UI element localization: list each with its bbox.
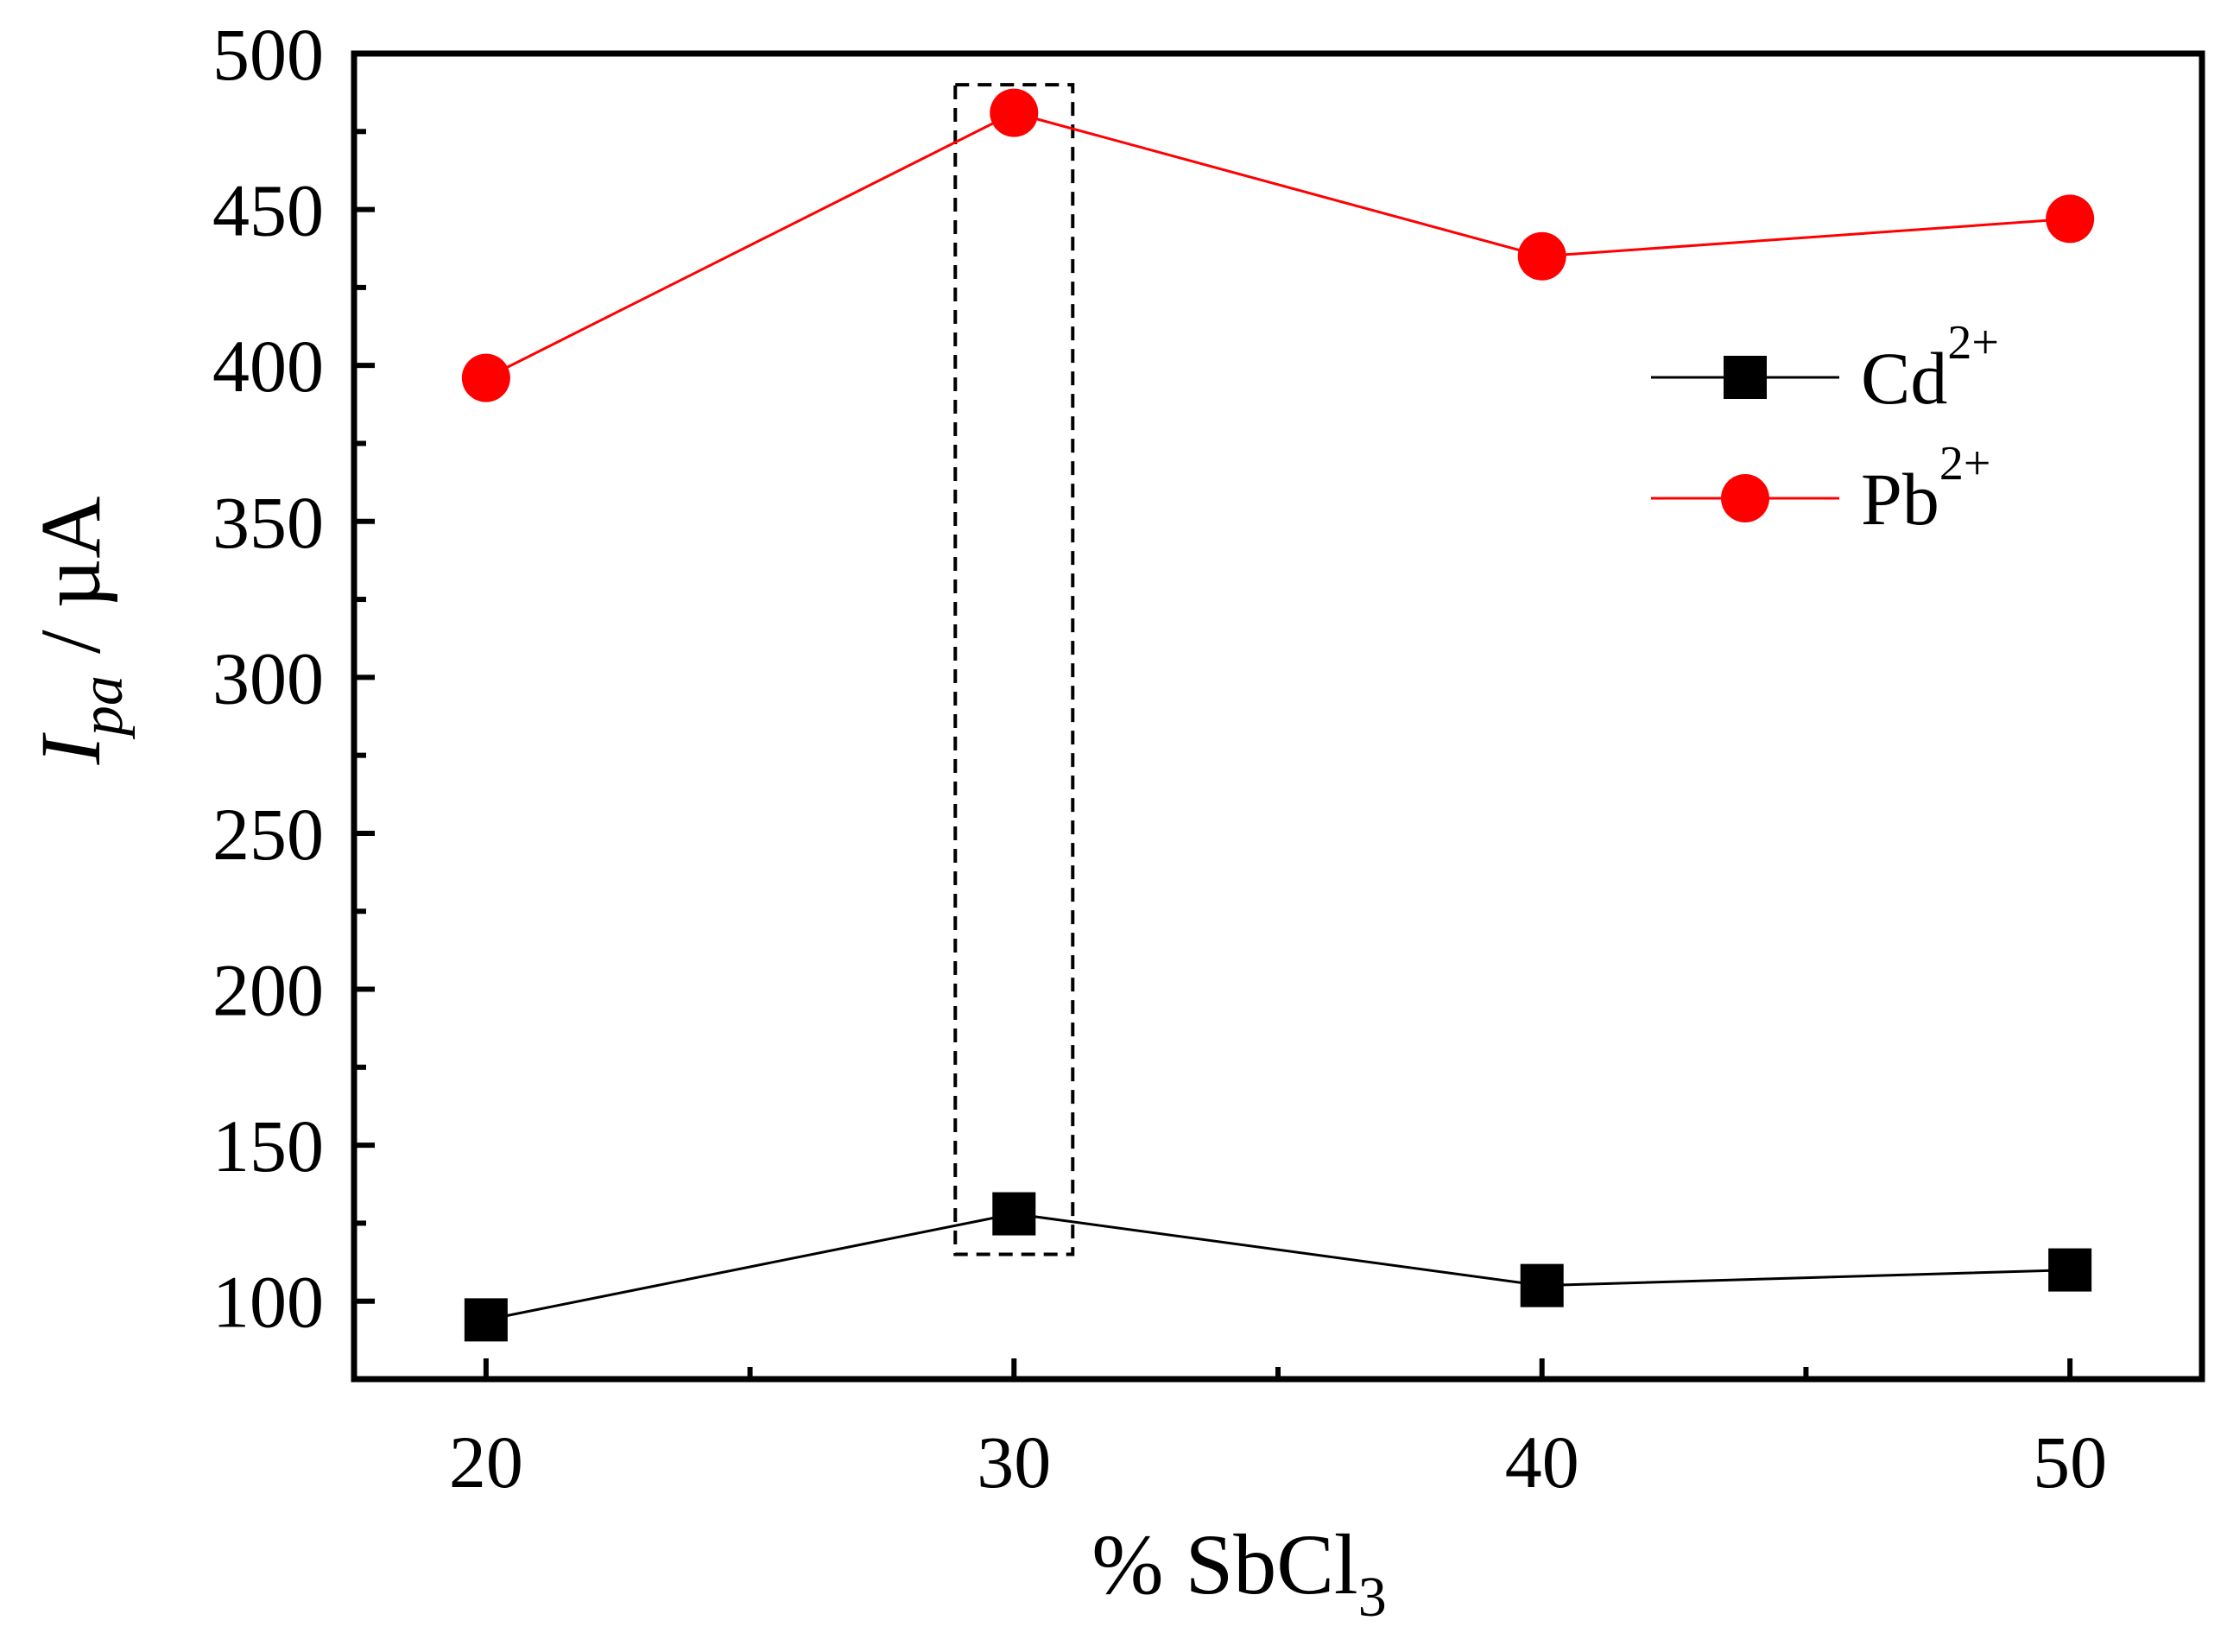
y-tick-label-150: 150 <box>212 1104 324 1187</box>
y-axis: 100 150 200 250 300 350 400 450 500 <box>212 13 375 1344</box>
y-tick-label-200: 200 <box>212 949 324 1032</box>
x-tick-label-30: 30 <box>977 1421 1051 1503</box>
series-line-pb <box>485 111 2071 379</box>
legend-marker-pb <box>1721 474 1769 522</box>
series-line-cd <box>485 1212 2071 1321</box>
x-axis-title: % SbCl3 <box>1091 1516 1386 1629</box>
plot-frame <box>351 50 2205 1383</box>
x-tick-label-50: 50 <box>2033 1421 2107 1503</box>
y-tick-label-300: 300 <box>212 636 324 719</box>
data-point-pb-40 <box>1517 231 1566 281</box>
x-axis-title-main: % SbCl <box>1091 1516 1357 1612</box>
legend-marker-cd <box>1724 356 1767 399</box>
legend-label-cd: Cd2+ <box>1861 316 1999 420</box>
data-point-cd-20 <box>464 1298 508 1342</box>
legend: Cd2+ Pb2+ <box>1651 316 1999 541</box>
y-tick-label-400: 400 <box>212 325 324 408</box>
highlight-rect <box>953 83 1075 1256</box>
data-point-pb-50 <box>2046 194 2095 244</box>
x-tick-label-40: 40 <box>1505 1421 1579 1503</box>
highlight-box <box>953 83 1075 1256</box>
data-point-cd-50 <box>2048 1248 2092 1292</box>
y-axis-title-rest: / µA <box>22 497 118 676</box>
x-axis: 20 30 40 50 <box>449 1358 2107 1503</box>
data-point-cd-40 <box>1520 1263 1564 1307</box>
legend-cd-name: Cd <box>1861 337 1947 420</box>
y-tick-label-450: 450 <box>212 169 324 252</box>
y-tick-label-250: 250 <box>212 793 324 876</box>
series-group <box>461 88 2095 1342</box>
legend-label-pb: Pb2+ <box>1861 437 1990 541</box>
y-axis-title-sub: pa <box>69 675 136 740</box>
y-tick-label-500: 500 <box>212 13 324 96</box>
data-point-pb-30 <box>990 88 1039 137</box>
y-axis-title-main: I <box>22 731 118 765</box>
data-point-cd-30 <box>992 1192 1036 1236</box>
data-point-pb-20 <box>461 353 510 402</box>
y-tick-label-100: 100 <box>212 1261 324 1344</box>
x-tick-label-20: 20 <box>449 1421 523 1503</box>
legend-pb-sup: 2+ <box>1939 437 1991 491</box>
legend-pb-name: Pb <box>1861 458 1939 541</box>
x-axis-title-sub: 3 <box>1358 1566 1387 1629</box>
legend-cd-sup: 2+ <box>1947 316 1999 370</box>
y-tick-label-350: 350 <box>212 481 324 564</box>
y-axis-title: Ipa / µA <box>22 497 136 766</box>
